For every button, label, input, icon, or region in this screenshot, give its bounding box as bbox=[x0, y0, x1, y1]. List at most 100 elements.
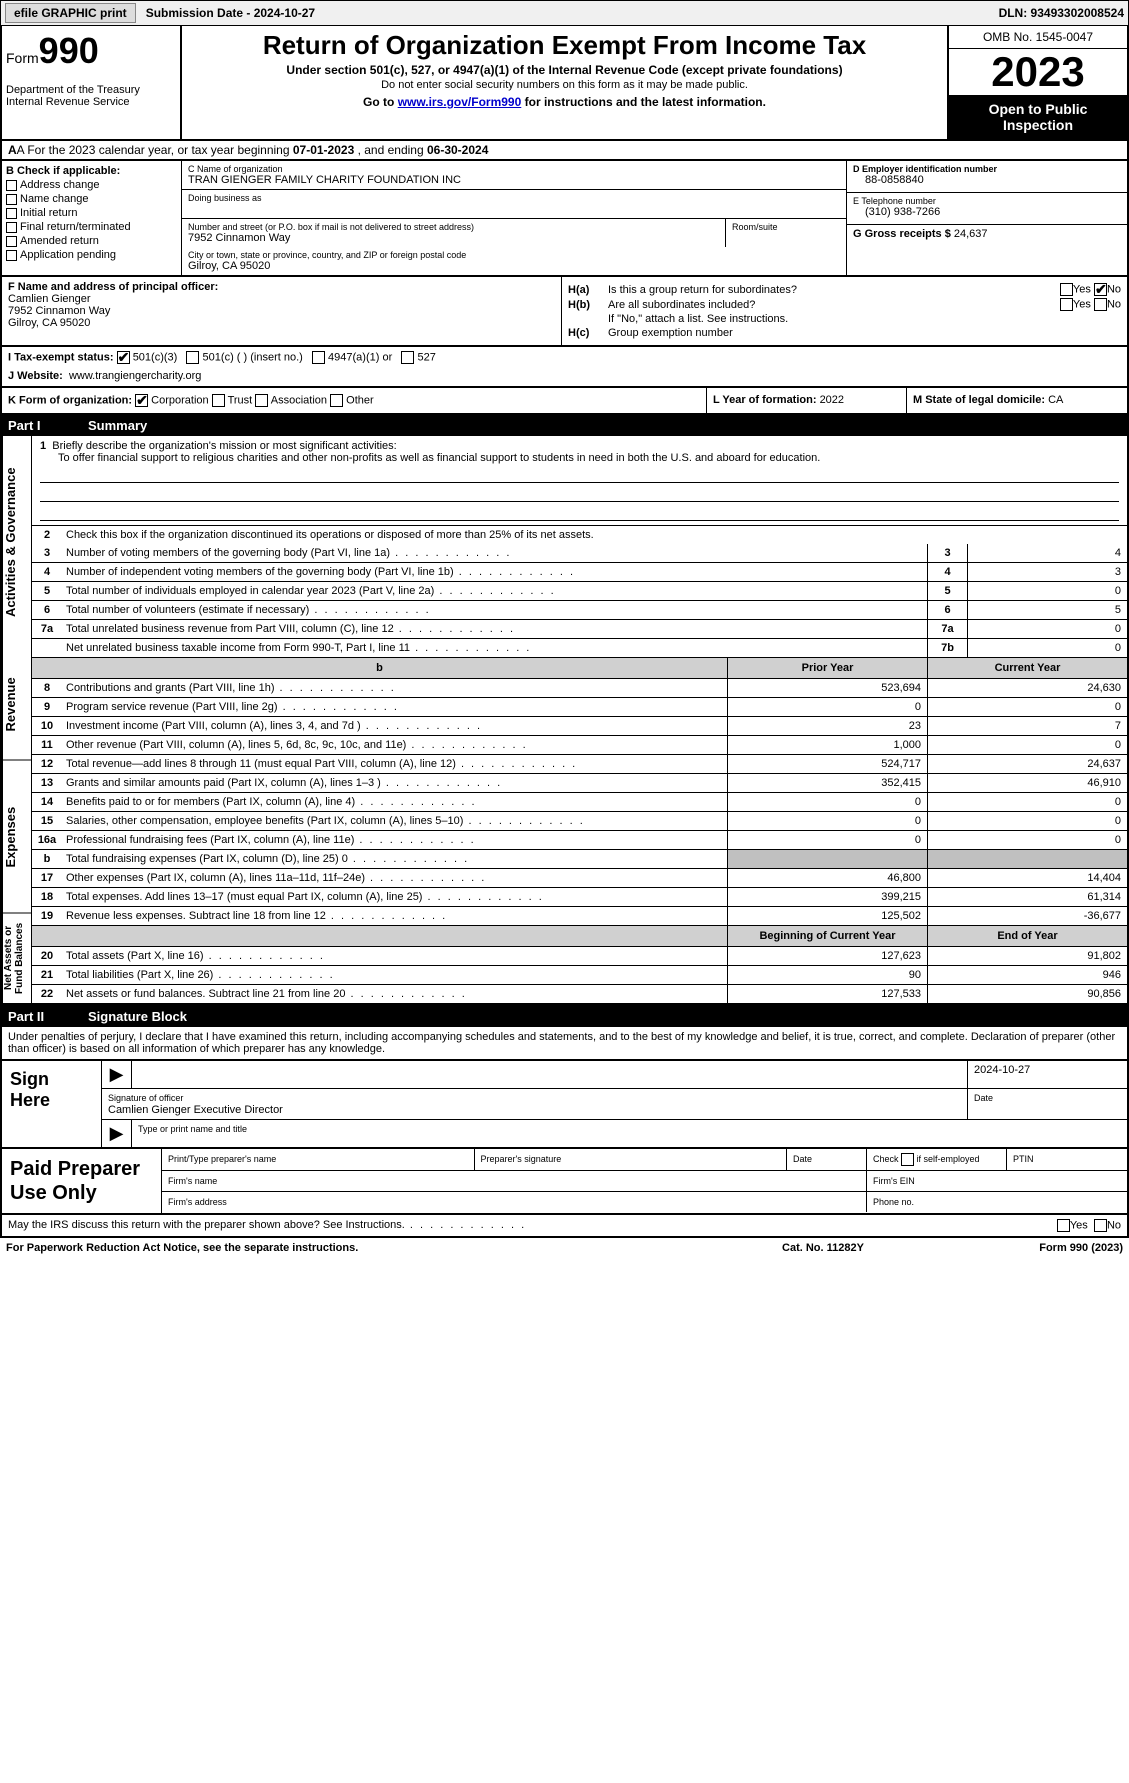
summary-row: Net unrelated business taxable income fr… bbox=[32, 639, 1127, 658]
chk-corp[interactable] bbox=[135, 394, 148, 407]
col-c: C Name of organization TRAN GIENGER FAMI… bbox=[182, 161, 847, 275]
col-f: F Name and address of principal officer:… bbox=[2, 277, 562, 345]
part1-header: Part I Summary bbox=[0, 415, 1129, 436]
form-label: Form 990 (2023) bbox=[923, 1242, 1123, 1254]
telephone: (310) 938-7266 bbox=[853, 206, 1121, 218]
data-row: 16aProfessional fundraising fees (Part I… bbox=[32, 831, 1127, 850]
section-k: K Form of organization: Corporation Trus… bbox=[0, 388, 1129, 415]
sign-block: Sign Here ▶ 2024-10-27 Signature of offi… bbox=[0, 1061, 1129, 1149]
subtitle-2: Do not enter social security numbers on … bbox=[190, 79, 939, 91]
section-fh: F Name and address of principal officer:… bbox=[0, 277, 1129, 347]
mission-text: To offer financial support to religious … bbox=[40, 452, 1119, 464]
top-bar: efile GRAPHIC print Submission Date - 20… bbox=[0, 0, 1129, 26]
table-header-2: Beginning of Current Year End of Year bbox=[32, 926, 1127, 947]
row-a: AA For the 2023 calendar year, or tax ye… bbox=[0, 141, 1129, 161]
state-domicile: CA bbox=[1048, 394, 1063, 406]
dln: DLN: 93493302008524 bbox=[999, 6, 1124, 20]
data-row: 14Benefits paid to or for members (Part … bbox=[32, 793, 1127, 812]
data-row: 12Total revenue—add lines 8 through 11 (… bbox=[32, 755, 1127, 774]
year-formation: 2022 bbox=[820, 394, 844, 406]
cat-no: Cat. No. 11282Y bbox=[723, 1242, 923, 1254]
summary-row: 5Total number of individuals employed in… bbox=[32, 582, 1127, 601]
data-row: bTotal fundraising expenses (Part IX, co… bbox=[32, 850, 1127, 869]
paid-preparer-block: Paid Preparer Use Only Print/Type prepar… bbox=[0, 1149, 1129, 1215]
data-row: 8Contributions and grants (Part VIII, li… bbox=[32, 679, 1127, 698]
data-row: 20Total assets (Part X, line 16)127,6239… bbox=[32, 947, 1127, 966]
chk-527[interactable] bbox=[401, 351, 414, 364]
col-h: H(a) Is this a group return for subordin… bbox=[562, 277, 1127, 345]
table-header-1: b Prior Year Current Year bbox=[32, 658, 1127, 679]
hb-no[interactable] bbox=[1094, 298, 1107, 311]
data-row: 9Program service revenue (Part VIII, lin… bbox=[32, 698, 1127, 717]
vtab-expenses: Expenses bbox=[2, 761, 32, 914]
summary-row: 7aTotal unrelated business revenue from … bbox=[32, 620, 1127, 639]
sign-date: 2024-10-27 bbox=[967, 1061, 1127, 1088]
sig-intro: Under penalties of perjury, I declare th… bbox=[0, 1027, 1129, 1061]
dept-label: Department of the Treasury Internal Reve… bbox=[6, 84, 176, 108]
chk-other[interactable] bbox=[330, 394, 343, 407]
chk-final-return[interactable]: Final return/terminated bbox=[6, 221, 177, 233]
org-name: TRAN GIENGER FAMILY CHARITY FOUNDATION I… bbox=[188, 174, 840, 186]
subtitle-3: Go to www.irs.gov/Form990 for instructio… bbox=[190, 95, 939, 109]
ha-no[interactable] bbox=[1094, 283, 1107, 296]
vtab-net: Net Assets or Fund Balances bbox=[2, 913, 32, 1004]
discuss-no[interactable] bbox=[1094, 1219, 1107, 1232]
officer-name: Camlien Gienger bbox=[8, 293, 555, 305]
data-row: 21Total liabilities (Part X, line 26)909… bbox=[32, 966, 1127, 985]
form-header: Form990 Department of the Treasury Inter… bbox=[0, 26, 1129, 141]
data-row: 11Other revenue (Part VIII, column (A), … bbox=[32, 736, 1127, 755]
website: www.trangiengercharity.org bbox=[69, 370, 201, 382]
public-inspection: Open to Public Inspection bbox=[949, 95, 1127, 139]
section-ij: I Tax-exempt status: 501(c)(3) 501(c) ( … bbox=[0, 347, 1129, 388]
section-bcd: B Check if applicable: Address change Na… bbox=[0, 161, 1129, 277]
summary-row: 3Number of voting members of the governi… bbox=[32, 544, 1127, 563]
form-number: Form990 bbox=[6, 30, 176, 72]
arrow-icon: ▶ bbox=[102, 1120, 132, 1147]
tax-year: 2023 bbox=[949, 49, 1127, 95]
data-row: 15Salaries, other compensation, employee… bbox=[32, 812, 1127, 831]
subtitle-1: Under section 501(c), 527, or 4947(a)(1)… bbox=[190, 63, 939, 77]
hb-yes[interactable] bbox=[1060, 298, 1073, 311]
col-d: D Employer identification number 88-0858… bbox=[847, 161, 1127, 275]
part1-body: Activities & Governance Revenue Expenses… bbox=[0, 436, 1129, 1006]
irs-link[interactable]: www.irs.gov/Form990 bbox=[398, 95, 522, 109]
part2-header: Part II Signature Block bbox=[0, 1006, 1129, 1027]
footer: For Paperwork Reduction Act Notice, see … bbox=[0, 1238, 1129, 1258]
ein: 88-0858840 bbox=[853, 174, 1121, 186]
arrow-icon: ▶ bbox=[102, 1061, 132, 1088]
data-row: 22Net assets or fund balances. Subtract … bbox=[32, 985, 1127, 1004]
chk-initial-return[interactable]: Initial return bbox=[6, 207, 177, 219]
form-title: Return of Organization Exempt From Incom… bbox=[190, 30, 939, 61]
summary-row: 4Number of independent voting members of… bbox=[32, 563, 1127, 582]
chk-self-employed[interactable] bbox=[901, 1153, 914, 1166]
chk-assoc[interactable] bbox=[255, 394, 268, 407]
data-row: 17Other expenses (Part IX, column (A), l… bbox=[32, 869, 1127, 888]
discuss-row: May the IRS discuss this return with the… bbox=[0, 1215, 1129, 1238]
chk-address-change[interactable]: Address change bbox=[6, 179, 177, 191]
chk-501c3[interactable] bbox=[117, 351, 130, 364]
chk-app-pending[interactable]: Application pending bbox=[6, 249, 177, 261]
col-b: B Check if applicable: Address change Na… bbox=[2, 161, 182, 275]
data-row: 10Investment income (Part VIII, column (… bbox=[32, 717, 1127, 736]
org-city: Gilroy, CA 95020 bbox=[188, 260, 840, 272]
chk-amended[interactable]: Amended return bbox=[6, 235, 177, 247]
gross-receipts: 24,637 bbox=[954, 228, 988, 240]
omb-number: OMB No. 1545-0047 bbox=[949, 26, 1127, 49]
data-row: 13Grants and similar amounts paid (Part … bbox=[32, 774, 1127, 793]
data-row: 18Total expenses. Add lines 13–17 (must … bbox=[32, 888, 1127, 907]
officer-sig-name: Camlien Gienger Executive Director bbox=[108, 1104, 283, 1116]
submission-date: Submission Date - 2024-10-27 bbox=[146, 6, 315, 20]
vtab-activities: Activities & Governance bbox=[2, 436, 32, 649]
chk-501c[interactable] bbox=[186, 351, 199, 364]
chk-name-change[interactable]: Name change bbox=[6, 193, 177, 205]
efile-print-button[interactable]: efile GRAPHIC print bbox=[5, 3, 136, 23]
ha-yes[interactable] bbox=[1060, 283, 1073, 296]
chk-4947[interactable] bbox=[312, 351, 325, 364]
mission-block: 1 Briefly describe the organization's mi… bbox=[32, 436, 1127, 526]
chk-trust[interactable] bbox=[212, 394, 225, 407]
discuss-yes[interactable] bbox=[1057, 1219, 1070, 1232]
vtab-revenue: Revenue bbox=[2, 649, 32, 761]
data-row: 19Revenue less expenses. Subtract line 1… bbox=[32, 907, 1127, 926]
summary-row: 6Total number of volunteers (estimate if… bbox=[32, 601, 1127, 620]
org-address: 7952 Cinnamon Way bbox=[188, 232, 719, 244]
